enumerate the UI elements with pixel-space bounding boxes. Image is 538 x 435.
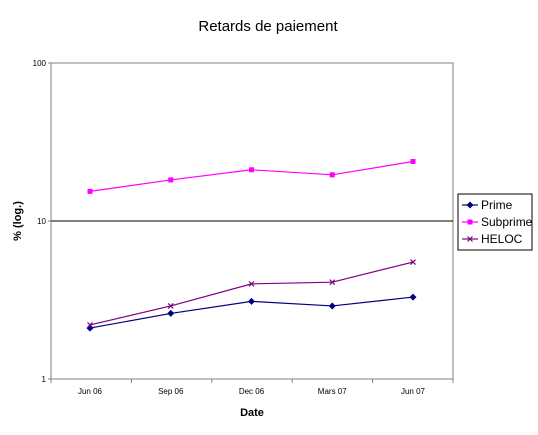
data-point-subprime [87,188,93,194]
data-point-subprime [168,177,174,183]
legend-marker-prime [466,201,474,209]
x-tick-label: Dec 06 [239,387,265,396]
legend-label-heloc: HELOC [481,232,523,246]
data-point-prime [328,302,336,310]
y-tick-label: 10 [37,217,46,226]
x-tick-label: Sep 06 [158,387,184,396]
y-tick-label: 1 [42,375,47,384]
data-point-heloc [248,280,255,287]
x-tick-label: Jun 06 [78,387,103,396]
data-point-heloc [167,303,174,309]
series-line-heloc [89,261,414,326]
data-point-prime [167,309,175,317]
plot-area: 1 10 100 Jun 06 Sep 06 Dec 06 Mars 07 Jun 07 [33,59,454,396]
data-point-prime [248,297,255,305]
legend-marker-subprime [467,219,473,225]
y-tick-label: 100 [33,59,47,68]
legend-label-subprime: Subprime [481,215,533,229]
data-point-subprime [410,159,416,165]
data-point-heloc [87,321,93,328]
chart-title: Retards de paiement [198,18,338,35]
legend-label-prime: Prime [481,198,513,212]
data-point-subprime [329,172,335,178]
x-axis-title: Date [240,407,264,419]
legend-marker-heloc [467,236,473,242]
x-tick-label: Mars 07 [318,387,347,396]
legend: Prime Subprime HELOC [457,193,533,251]
data-point-heloc [410,259,416,265]
data-point-subprime [249,167,254,173]
series-line-subprime [89,160,414,192]
y-axis-title: % (log.) [12,201,24,241]
x-tick-label: Jun 07 [401,387,426,396]
data-point-heloc [329,279,336,286]
data-point-prime [409,293,417,301]
